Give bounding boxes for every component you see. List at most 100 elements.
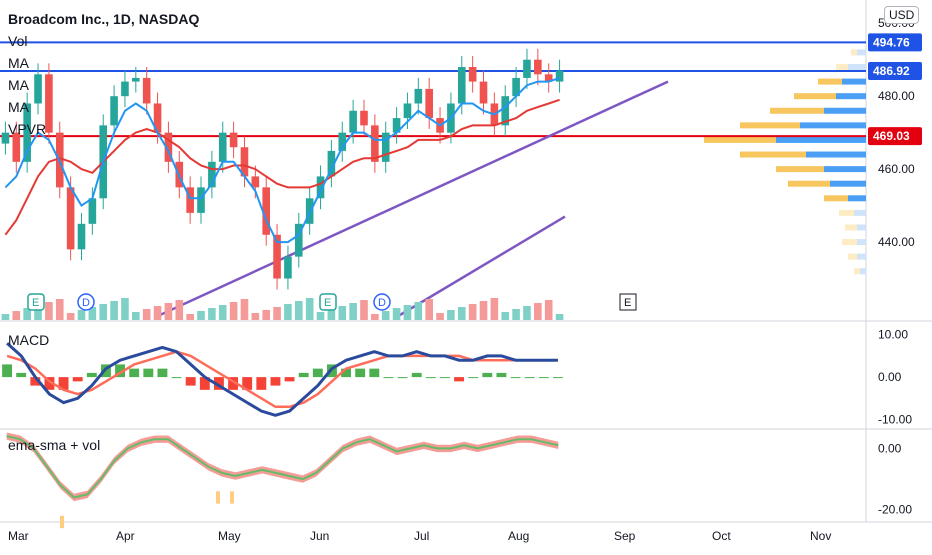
osc-tick-label: -20.00 — [878, 503, 912, 517]
vpvr-bar-up — [842, 239, 857, 246]
time-tick-label: Aug — [508, 529, 529, 543]
macd-histogram-bar — [199, 377, 210, 390]
indicator-vpvr-label[interactable]: VPVR — [8, 121, 47, 137]
macd-histogram-bar — [496, 372, 507, 378]
vpvr-bar-down — [806, 151, 866, 158]
time-tick-label: May — [218, 529, 241, 543]
vpvr-bar-down — [824, 166, 866, 173]
macd-histogram-bar — [411, 372, 422, 378]
oscillator-line — [6, 435, 559, 499]
price-label-box — [868, 33, 922, 52]
candle-body — [294, 223, 303, 257]
vpvr-bar-down — [836, 93, 866, 100]
vpvr-bar-down — [857, 239, 866, 246]
candle-body — [34, 74, 42, 104]
candle-body — [284, 256, 292, 279]
macd-histogram-bar — [228, 377, 239, 390]
macd-histogram-bar — [129, 368, 140, 378]
volume-bar — [175, 300, 184, 320]
volume-bar — [436, 313, 444, 320]
volume-bar — [338, 306, 347, 320]
macd-histogram-bar — [524, 377, 535, 379]
dividend-marker-label: D — [378, 297, 386, 309]
candle-body — [218, 132, 227, 162]
earnings-marker[interactable] — [319, 293, 337, 311]
macd-histogram-bar — [425, 377, 436, 379]
macd-histogram-bar — [115, 364, 126, 378]
macd-histogram-bar — [171, 377, 182, 379]
volume-bar — [208, 308, 216, 320]
candle-body — [523, 59, 531, 78]
volume-bar — [316, 312, 325, 320]
volume-spike-marker — [60, 515, 64, 529]
volume-bar — [479, 301, 488, 320]
volume-bar — [142, 309, 151, 320]
earnings-marker[interactable] — [27, 293, 45, 311]
indicator-ma-label-1[interactable]: MA — [8, 55, 29, 71]
macd-histogram-bar — [157, 368, 168, 378]
macd-tick-label: 10.00 — [878, 328, 908, 342]
volume-bar — [392, 308, 401, 320]
macd-histogram-bar — [510, 377, 521, 379]
volume-bar — [77, 310, 86, 320]
oscillator-pane-title[interactable]: ema-sma + vol — [8, 437, 101, 453]
time-tick-label: Apr — [116, 529, 135, 543]
volume-bar — [327, 309, 336, 320]
dividend-marker[interactable] — [373, 293, 391, 311]
candle-body — [12, 132, 21, 162]
candle-body — [208, 161, 216, 188]
candle-body — [381, 132, 390, 162]
trend-line-lower[interactable] — [399, 215, 566, 317]
candle-body — [501, 96, 510, 126]
macd-histogram-bar — [312, 368, 323, 378]
osc-tick-label: 0.00 — [878, 441, 902, 455]
macd-pane-title[interactable]: MACD — [8, 332, 50, 348]
volume-bar — [66, 313, 75, 320]
time-tick-label: Jul — [414, 529, 429, 543]
price-label-text: 486.92 — [873, 64, 910, 78]
macd-histogram-bar — [143, 368, 154, 378]
volume-bar — [447, 310, 455, 320]
vpvr-bar-up — [704, 136, 776, 143]
earnings-marker-label: E — [32, 297, 39, 309]
volume-bar — [23, 308, 31, 320]
ma-slow-line — [4, 98, 560, 236]
dividend-marker-label: D — [82, 297, 90, 309]
candle-body — [316, 176, 325, 199]
macd-histogram-bar — [552, 377, 563, 379]
candle-body — [88, 198, 97, 224]
vpvr-bar-down — [854, 209, 866, 216]
price-tick-label: 460.00 — [878, 162, 915, 176]
volume-bar — [240, 299, 249, 320]
symbol-title[interactable]: Broadcom Inc., 1D, NASDAQ — [8, 11, 200, 27]
indicator-ma-label-2[interactable]: MA — [8, 77, 29, 93]
trend-line[interactable] — [159, 80, 669, 317]
vpvr-bar-down — [800, 122, 866, 129]
vpvr-bar-up — [851, 49, 857, 56]
volume-bar — [457, 307, 466, 320]
volume-bar — [110, 301, 118, 320]
volume-bar — [512, 309, 520, 320]
volume-bar — [262, 310, 271, 320]
time-tick-label: Oct — [712, 529, 731, 543]
dividend-marker[interactable] — [77, 293, 95, 311]
vpvr-bar-up — [836, 64, 848, 70]
earnings-marker-upcoming[interactable] — [619, 293, 637, 311]
currency-button[interactable]: USD — [884, 6, 920, 24]
macd-histogram-bar — [341, 368, 352, 378]
macd-histogram-bar — [270, 377, 281, 386]
candle-body — [468, 67, 477, 82]
volume-bar — [544, 300, 553, 320]
macd-histogram-bar — [482, 372, 493, 378]
candle-body — [197, 187, 205, 213]
candle-body — [142, 77, 151, 104]
candle-body — [110, 96, 118, 126]
candle-body — [23, 103, 31, 162]
volume-bar — [284, 304, 292, 320]
indicator-vol-label[interactable]: Vol — [8, 33, 28, 49]
indicator-ma-label-3[interactable]: MA — [8, 99, 29, 115]
macd-histogram-bar — [2, 364, 13, 378]
volume-bar — [555, 314, 564, 320]
